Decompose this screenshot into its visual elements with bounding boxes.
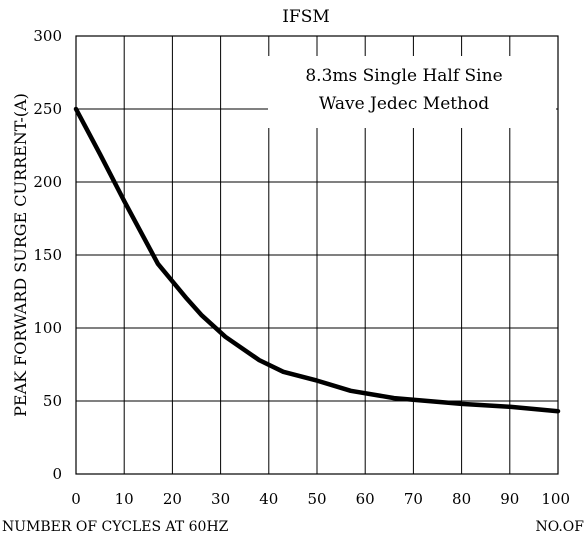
series-line (73, 106, 561, 414)
x-tick-label-4: 40 (259, 490, 278, 508)
y-tick-label-6: 300 (33, 27, 62, 45)
x-tick-label-6: 60 (356, 490, 375, 508)
x-tick-label-0: 0 (71, 490, 81, 508)
y-tick-label-3: 150 (33, 246, 62, 264)
y-tick-label-2: 100 (33, 319, 62, 337)
y-tick-label-1: 50 (43, 392, 62, 410)
x-axis-label: NUMBER OF CYCLES AT 60HZ (2, 519, 229, 535)
chart-title: IFSM (282, 7, 330, 27)
x-tick-label-7: 70 (404, 490, 423, 508)
x-tick-labels: 0 10 20 30 40 50 60 70 80 90 100 (71, 490, 570, 508)
x-tick-label-10: 100 (541, 490, 570, 508)
x-tick-label-1: 10 (115, 490, 134, 508)
y-tick-label-5: 250 (33, 100, 62, 118)
x-axis-label-right: NO.OF (535, 519, 584, 535)
annotation-background (268, 56, 556, 128)
x-tick-label-9: 90 (500, 490, 519, 508)
annotation-line-1: 8.3ms Single Half Sine (305, 66, 502, 86)
x-tick-label-8: 80 (452, 490, 471, 508)
annotation-line-2: Wave Jedec Method (319, 94, 489, 114)
plot-frame (75, 35, 559, 475)
x-tick-label-5: 50 (307, 490, 326, 508)
x-tick-label-3: 30 (211, 490, 230, 508)
y-tick-label-4: 200 (33, 173, 62, 191)
y-tick-label-0: 0 (52, 465, 62, 483)
x-tick-label-2: 20 (163, 490, 182, 508)
y-axis-label: PEAK FORWARD SURGE CURRENT-(A) (11, 93, 30, 417)
y-tick-labels: 0 50 100 150 200 250 300 (33, 27, 62, 483)
